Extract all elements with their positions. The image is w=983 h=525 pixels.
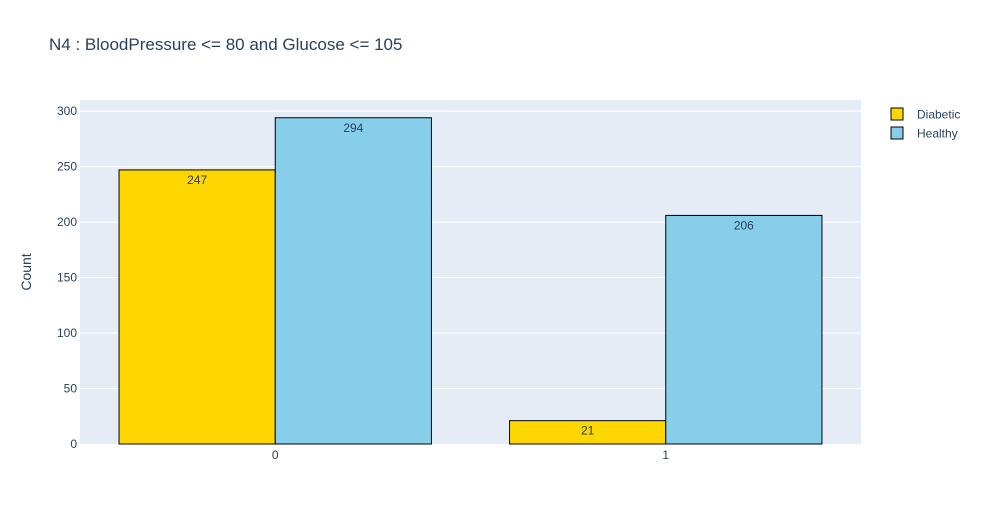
y-tick-label: 250 bbox=[57, 160, 77, 174]
bar-value-label: 21 bbox=[581, 424, 595, 438]
legend-swatch bbox=[890, 107, 904, 121]
bar-healthy-0[interactable] bbox=[274, 117, 432, 445]
y-axis-title: Count bbox=[18, 253, 34, 290]
y-tick-label: 150 bbox=[57, 271, 77, 285]
chart-title: N4 : BloodPressure <= 80 and Glucose <= … bbox=[49, 35, 402, 54]
y-tick-label: 300 bbox=[57, 104, 77, 118]
legend-swatch bbox=[890, 126, 904, 140]
y-tick-label: 200 bbox=[57, 215, 77, 229]
legend-label: Healthy bbox=[917, 127, 958, 141]
bars: 247 294 21 206 bbox=[118, 117, 823, 445]
x-tick-label: 1 bbox=[662, 448, 669, 462]
y-axis-ticks: 0 50 100 150 200 250 300 bbox=[57, 104, 77, 451]
bar-healthy-1[interactable] bbox=[665, 214, 823, 445]
legend-label: Diabetic bbox=[917, 108, 960, 122]
legend-item-diabetic[interactable]: Diabetic bbox=[890, 107, 960, 122]
bar-value-label: 294 bbox=[343, 121, 363, 135]
x-tick-label: 0 bbox=[272, 448, 279, 462]
y-tick-label: 100 bbox=[57, 326, 77, 340]
y-tick-label: 50 bbox=[64, 382, 78, 396]
bar-diabetic-0[interactable] bbox=[118, 169, 276, 445]
bar-value-label: 247 bbox=[187, 173, 207, 187]
legend-item-healthy[interactable]: Healthy bbox=[890, 126, 958, 141]
y-tick-label: 0 bbox=[70, 437, 77, 451]
bar-value-label: 206 bbox=[734, 218, 754, 232]
legend[interactable]: Diabetic Healthy bbox=[890, 107, 960, 141]
